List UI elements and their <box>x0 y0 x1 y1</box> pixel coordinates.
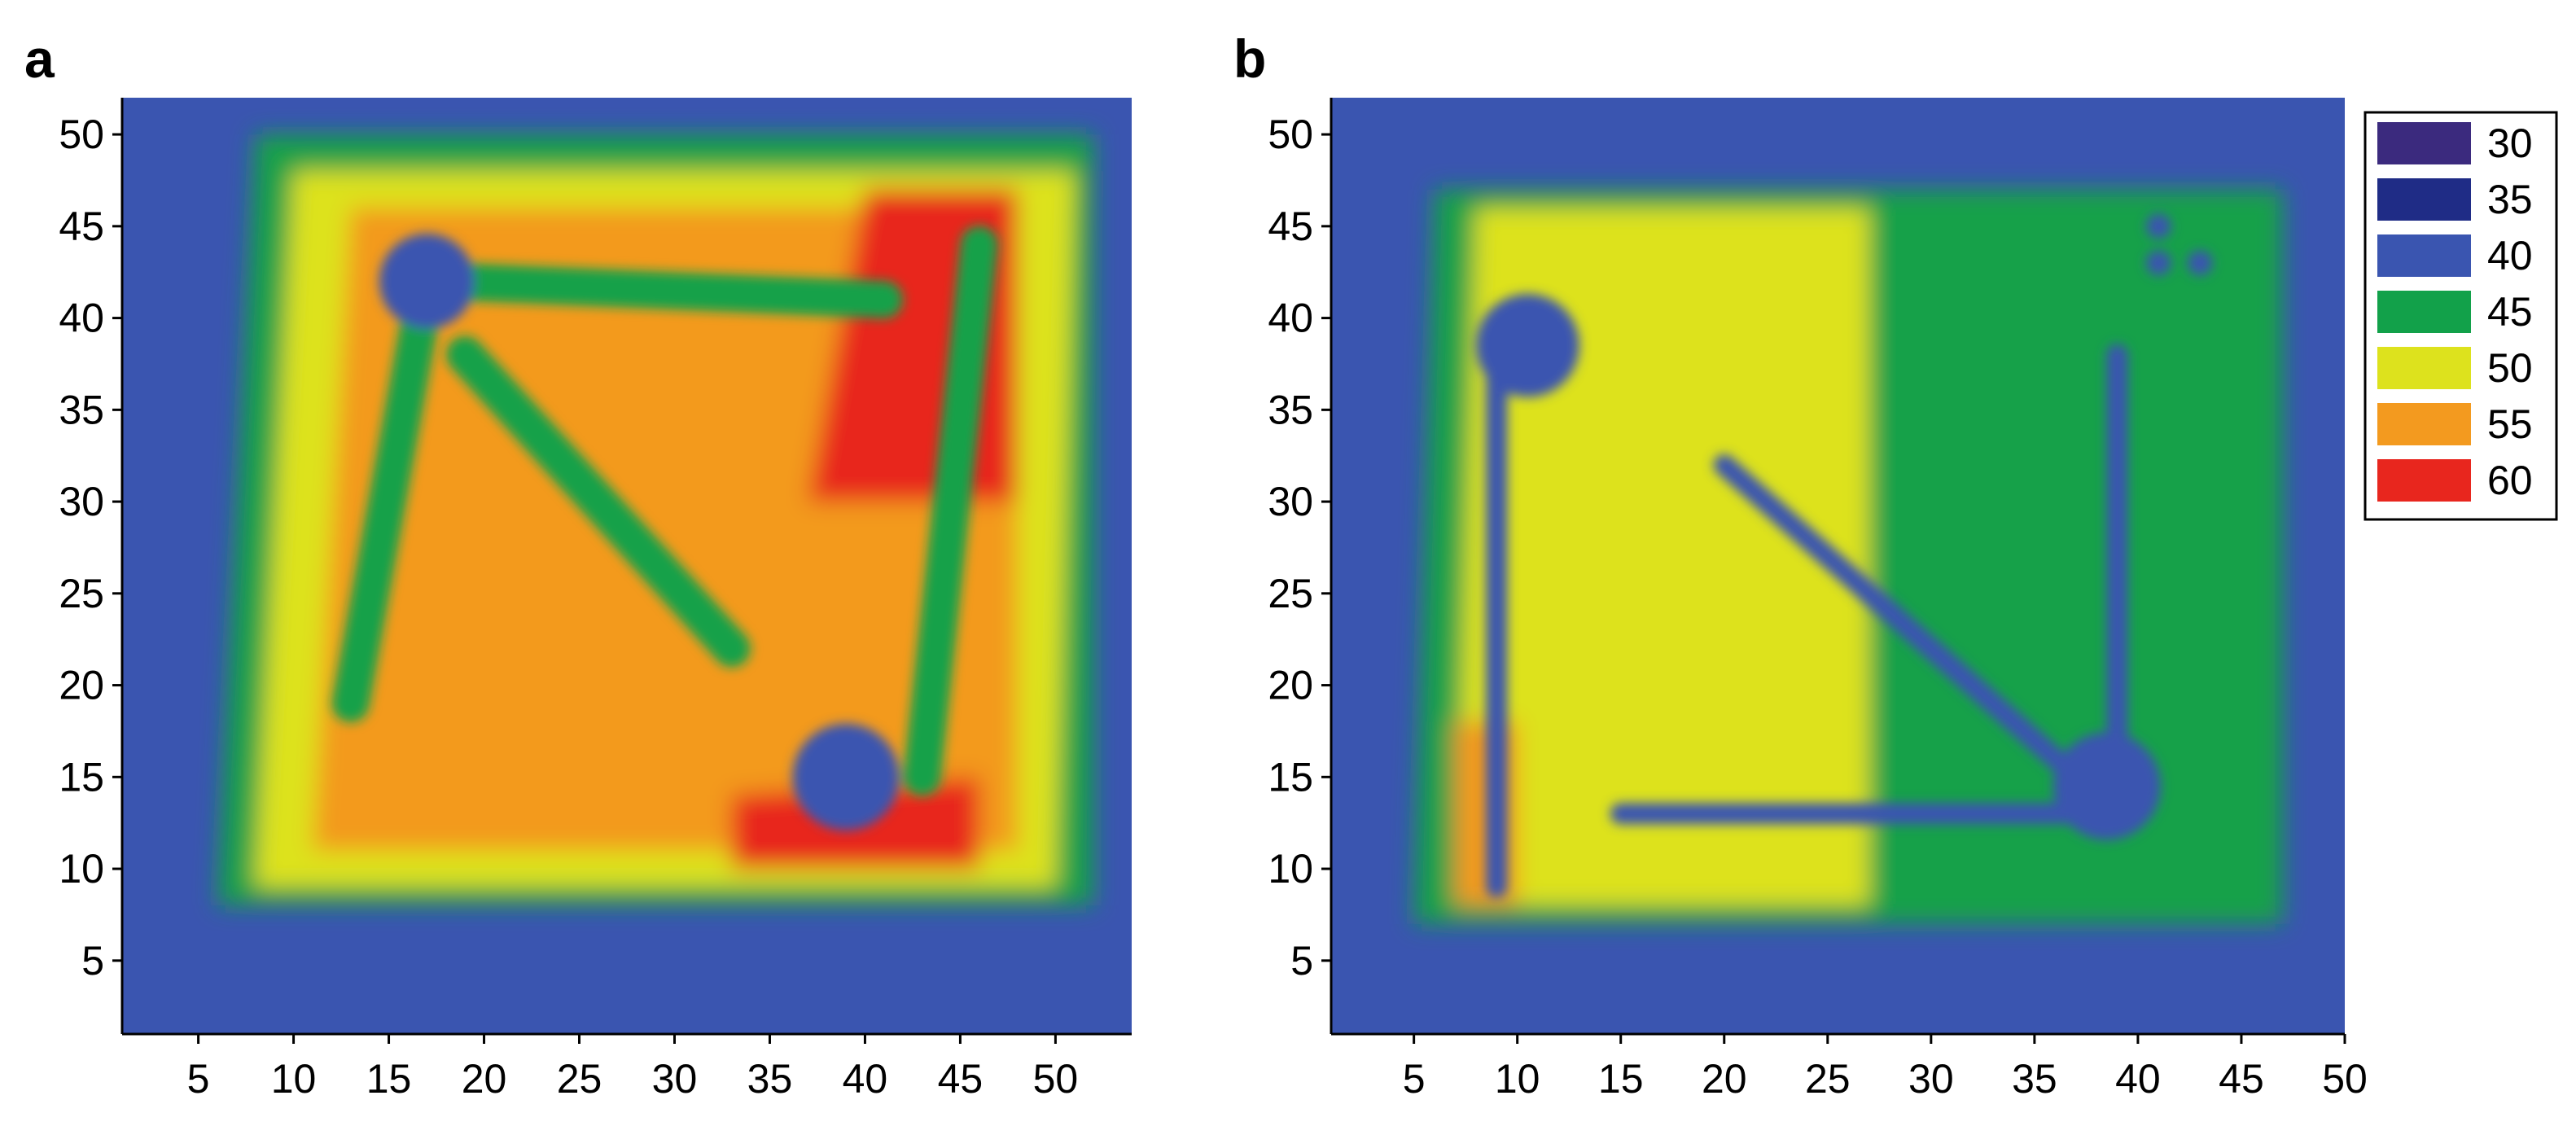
panel-label-a: a <box>24 28 55 89</box>
pocket-mark <box>2052 732 2161 840</box>
y-tick-label: 5 <box>1290 938 1313 984</box>
channel-mark <box>903 226 998 796</box>
y-tick-label: 40 <box>1268 296 1313 341</box>
y-tick-label: 15 <box>1268 754 1313 800</box>
x-tick-label: 30 <box>652 1056 698 1102</box>
legend-label: 50 <box>2487 345 2533 391</box>
legend-swatch <box>2377 291 2471 333</box>
channel-mark <box>427 262 903 319</box>
legend-label: 60 <box>2487 458 2533 503</box>
legend-swatch <box>2377 403 2471 445</box>
legend-swatch <box>2377 347 2471 389</box>
x-tick-label: 40 <box>843 1056 888 1102</box>
legend-label: 40 <box>2487 233 2533 278</box>
y-tick-label: 20 <box>1268 663 1313 708</box>
y-tick-label: 50 <box>59 112 104 157</box>
y-tick-label: 25 <box>1268 571 1313 616</box>
x-tick-label: 15 <box>366 1056 412 1102</box>
x-tick-label: 10 <box>271 1056 317 1102</box>
legend-swatch <box>2377 122 2471 164</box>
x-tick-label: 35 <box>747 1056 793 1102</box>
y-tick-label: 45 <box>59 204 104 249</box>
x-tick-label: 40 <box>2115 1056 2161 1102</box>
pocket-mark <box>792 723 900 830</box>
x-tick-label: 30 <box>1908 1056 1954 1102</box>
pocket-mark <box>1475 293 1579 397</box>
x-tick-label: 50 <box>2322 1056 2368 1102</box>
heatmap-field <box>1331 98 2345 1034</box>
y-tick-label: 45 <box>1268 204 1313 249</box>
y-tick-label: 25 <box>59 571 104 616</box>
y-tick-label: 50 <box>1268 112 1313 157</box>
channel-mark <box>446 335 751 668</box>
x-tick-label: 15 <box>1598 1056 1644 1102</box>
legend-label: 30 <box>2487 121 2533 166</box>
legend-label: 45 <box>2487 289 2533 335</box>
channel-mark <box>1713 454 2087 788</box>
channel-mark <box>331 262 446 723</box>
y-tick-label: 20 <box>59 663 104 708</box>
pocket-mark <box>2187 250 2213 276</box>
legend-swatch <box>2377 234 2471 277</box>
x-tick-label: 20 <box>462 1056 507 1102</box>
x-tick-label: 50 <box>1033 1056 1079 1102</box>
y-tick-label: 35 <box>1268 387 1313 432</box>
x-tick-label: 10 <box>1495 1056 1540 1102</box>
pocket-mark <box>2146 250 2171 276</box>
x-tick-label: 45 <box>2219 1056 2264 1102</box>
pocket-mark <box>379 233 475 329</box>
y-tick-label: 10 <box>1268 846 1313 892</box>
pocket-mark <box>2146 213 2171 239</box>
y-tick-label: 35 <box>59 387 104 432</box>
heatmap-field <box>122 98 1132 1034</box>
y-tick-label: 5 <box>81 938 104 984</box>
x-tick-label: 5 <box>187 1056 210 1102</box>
panel-label-b: b <box>1233 28 1266 89</box>
legend: 30 35 40 45 50 55 60 <box>2364 111 2558 521</box>
y-tick-label: 30 <box>1268 479 1313 524</box>
y-tick-label: 15 <box>59 754 104 800</box>
x-tick-label: 25 <box>1805 1056 1851 1102</box>
x-tick-label: 20 <box>1702 1056 1747 1102</box>
legend-label: 55 <box>2487 401 2533 447</box>
y-tick-label: 30 <box>59 479 104 524</box>
legend-swatch <box>2377 178 2471 221</box>
x-tick-label: 35 <box>2012 1056 2057 1102</box>
x-tick-label: 25 <box>557 1056 602 1102</box>
x-tick-label: 5 <box>1403 1056 1426 1102</box>
y-tick-label: 10 <box>59 846 104 892</box>
legend-swatch <box>2377 459 2471 502</box>
legend-label: 35 <box>2487 177 2533 222</box>
y-tick-label: 40 <box>59 296 104 341</box>
x-tick-label: 45 <box>938 1056 984 1102</box>
